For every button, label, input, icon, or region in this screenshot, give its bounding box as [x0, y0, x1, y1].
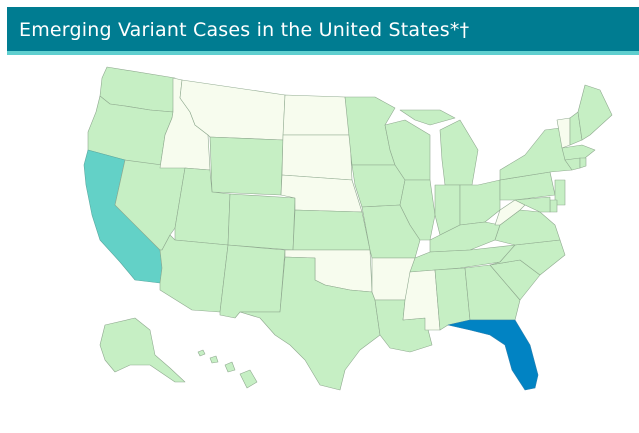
page-header: Emerging Variant Cases in the United Sta…: [7, 7, 639, 55]
state-NM[interactable]: [219, 244, 286, 319]
state-IL[interactable]: [399, 179, 436, 241]
state-AL[interactable]: [434, 267, 471, 331]
state-GA[interactable]: [464, 264, 521, 321]
state-DE[interactable]: [549, 199, 558, 213]
state-IA[interactable]: [351, 164, 406, 208]
state-AZ[interactable]: [159, 234, 229, 313]
page-title: Emerging Variant Cases in the United Sta…: [19, 19, 470, 41]
us-map: [83, 66, 613, 391]
state-WY[interactable]: [209, 136, 284, 196]
state-KS[interactable]: [292, 209, 371, 251]
state-MD[interactable]: [514, 196, 551, 213]
state-RI[interactable]: [579, 157, 587, 169]
state-NJ[interactable]: [554, 179, 566, 206]
state-TX[interactable]: [239, 256, 381, 391]
state-CO[interactable]: [227, 193, 296, 251]
state-HI[interactable]: [197, 349, 258, 389]
state-MA[interactable]: [561, 144, 596, 161]
state-AK[interactable]: [99, 317, 186, 383]
state-SD[interactable]: [281, 134, 353, 181]
state-OH[interactable]: [459, 179, 501, 226]
state-ME[interactable]: [577, 84, 613, 141]
state-FL[interactable]: [447, 319, 539, 391]
state-ND[interactable]: [282, 94, 351, 136]
